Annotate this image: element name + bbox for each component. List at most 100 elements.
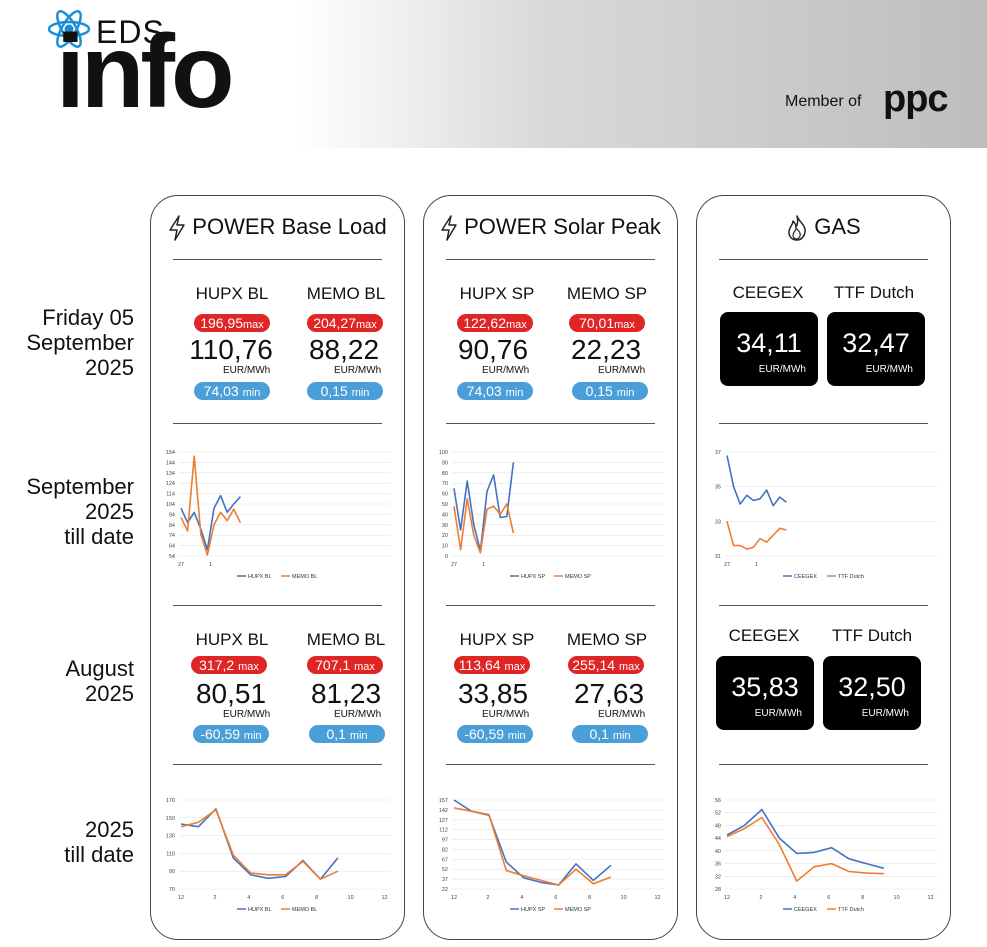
y-tick-label: 82 <box>442 847 448 853</box>
ppc-logo: ppc <box>883 78 949 120</box>
series-line <box>453 462 515 552</box>
min-value: 74,03 <box>466 383 502 399</box>
card-title-text: POWER Base Load <box>192 214 387 239</box>
unit-label: EUR/MWh <box>482 709 530 720</box>
max-value: 255,14 <box>572 657 616 673</box>
unit-label: EUR/MWh <box>758 364 806 375</box>
max-pill: 707,1 max <box>307 656 383 674</box>
y-tick-label: 114 <box>166 492 175 498</box>
lightning-icon <box>441 215 457 241</box>
max-word: max <box>354 661 375 673</box>
x-tick-label: 27 <box>178 562 184 568</box>
ttf-dutch-price-box: 32,50 EUR/MWh <box>823 656 921 730</box>
max-pill: 113,64 max <box>454 656 530 674</box>
divider <box>173 605 382 606</box>
divider <box>446 764 655 765</box>
y-tick-label: 130 <box>166 834 175 840</box>
header-banner: EDS info Member of ppc <box>0 0 987 148</box>
max-word: max <box>504 661 526 673</box>
memo-bl-label: MEMO BL <box>306 284 386 303</box>
row-label-prev-month: August 2025 <box>66 656 135 706</box>
y-tick-label: 67 <box>442 857 448 863</box>
min-pill: 74,03 min <box>194 382 270 400</box>
y-tick-label: 52 <box>715 811 721 817</box>
y-tick-label: 150 <box>166 816 175 822</box>
row-label-line: September <box>26 474 134 499</box>
min-pill: 74,03 min <box>457 382 533 400</box>
memo-sp-label: MEMO SP <box>566 284 648 303</box>
legend-label: HUPX BL <box>248 907 272 913</box>
series-line <box>180 809 339 880</box>
y-tick-label: 35 <box>715 485 721 491</box>
divider <box>719 605 928 606</box>
y-tick-label: 154 <box>166 450 175 456</box>
x-tick-label: 1 <box>209 562 212 568</box>
y-tick-label: 0 <box>445 554 448 560</box>
card-title: POWER Base Load <box>151 214 404 241</box>
price-value: 110,76 <box>189 334 273 365</box>
y-tick-label: 127 <box>439 818 448 824</box>
x-tick-label: 1 <box>482 562 485 568</box>
x-tick-label: 6 <box>554 895 557 901</box>
min-pill: 0,1 min <box>309 725 385 743</box>
series-line <box>453 497 515 554</box>
row-label-line: 2025 <box>85 681 134 706</box>
x-tick-label: 8 <box>588 895 591 901</box>
divider <box>446 605 655 606</box>
x-tick-label: 12 <box>178 895 184 901</box>
card-power-base-load: POWER Base Load HUPX BL MEMO BL 196,95ma… <box>150 195 405 940</box>
hupx-bl-label: HUPX BL <box>195 284 269 303</box>
y-tick-label: 134 <box>166 471 175 477</box>
max-pill: 122,62max <box>457 314 533 332</box>
x-tick-label: 8 <box>861 895 864 901</box>
atom-icon <box>47 10 91 48</box>
min-pill: -60,59 min <box>193 725 269 743</box>
min-value: 0,1 <box>326 726 346 742</box>
hupx-bl-label: HUPX BL <box>195 630 269 649</box>
ttf-dutch-label: TTF Dutch <box>833 283 915 302</box>
row-label-line: 2025 <box>85 499 134 524</box>
legend-label: MEMO SP <box>565 907 591 913</box>
ceegex-price-box: 35,83 EUR/MWh <box>716 656 814 730</box>
y-tick-label: 50 <box>442 502 448 508</box>
unit-label: EUR/MWh <box>223 709 271 720</box>
min-word: min <box>612 730 631 742</box>
y-tick-label: 74 <box>169 533 175 539</box>
unit-label: EUR/MWh <box>482 365 530 376</box>
price-value: 22,23 <box>570 334 642 365</box>
y-tick-label: 32 <box>715 874 721 880</box>
hupx-sp-label: HUPX SP <box>459 630 535 649</box>
flame-icon <box>788 215 807 241</box>
y-tick-label: 40 <box>715 849 721 855</box>
ceegex-price-box: 34,11 EUR/MWh <box>720 312 818 386</box>
x-tick-label: 1 <box>755 562 758 568</box>
series-line <box>180 455 242 556</box>
max-pill: 70,01max <box>569 314 645 332</box>
price-value: 90,76 <box>457 334 529 365</box>
unit-label: EUR/MWh <box>598 365 646 376</box>
legend-label: HUPX SP <box>521 574 545 580</box>
y-tick-label: 90 <box>442 460 448 466</box>
y-tick-label: 31 <box>715 554 721 560</box>
price-value: 88,22 <box>308 334 380 365</box>
y-tick-label: 144 <box>166 460 175 466</box>
y-tick-label: 100 <box>439 450 448 456</box>
price-value: 27,63 <box>573 678 645 709</box>
y-tick-label: 54 <box>169 554 175 560</box>
max-value: 113,64 <box>458 657 501 673</box>
y-tick-label: 10 <box>442 544 448 550</box>
legend-label: MEMO BL <box>292 574 317 580</box>
x-tick-label: 8 <box>315 895 318 901</box>
x-tick-label: 12 <box>381 895 387 901</box>
chart-sep-base: 54 64 74 84 94 104 114 124 134 144 154 27 1 HUPX BL ME… <box>166 450 391 580</box>
ceegex-label: CEEGEX <box>728 626 800 645</box>
legend-label: TTF Dutch <box>838 907 864 913</box>
x-tick-label: 10 <box>621 895 627 901</box>
unit-label: EUR/MWh <box>334 365 382 376</box>
y-tick-label: 33 <box>715 519 721 525</box>
row-label-line: till date <box>64 524 134 549</box>
y-tick-label: 70 <box>442 481 448 487</box>
y-tick-label: 80 <box>442 471 448 477</box>
max-value: 204,27 <box>313 315 357 331</box>
max-word: max <box>506 319 527 331</box>
